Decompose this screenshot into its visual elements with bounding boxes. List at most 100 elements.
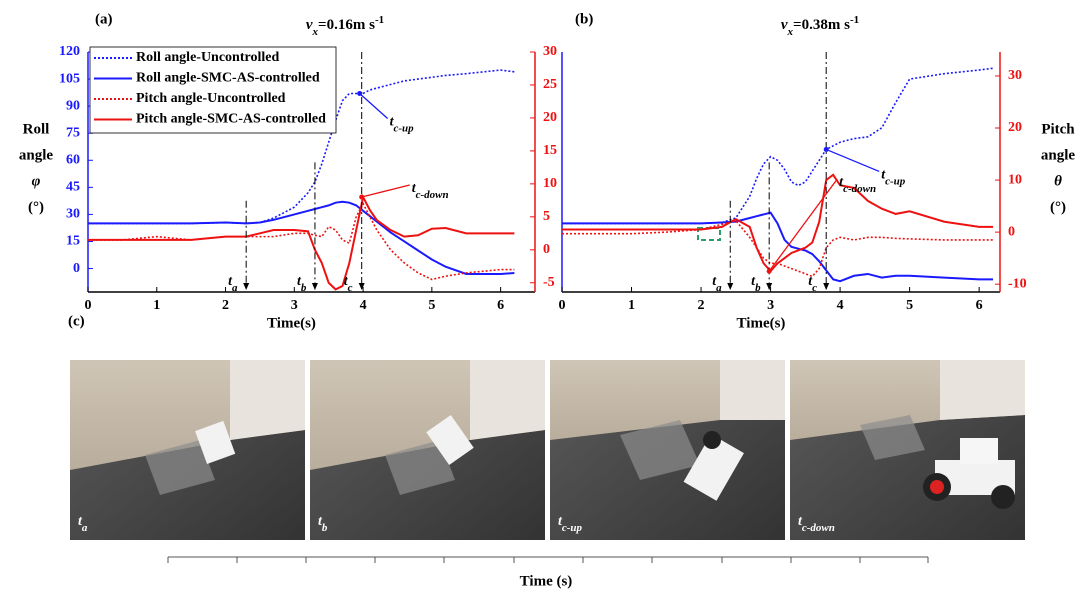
y-axis-label: Roll bbox=[23, 121, 50, 137]
title-var: v bbox=[781, 17, 788, 33]
y-tick-label: 105 bbox=[59, 71, 80, 86]
photo-label-main: t bbox=[798, 514, 803, 529]
x-tick-label: 2 bbox=[222, 298, 229, 313]
event-label-main: t bbox=[297, 274, 302, 289]
x-tick-label: 4 bbox=[837, 298, 844, 313]
callout-label-main: t bbox=[390, 115, 395, 130]
event-label: ta bbox=[712, 274, 722, 293]
title-text: =0.38m s bbox=[793, 17, 850, 33]
event-label: ta bbox=[228, 274, 238, 293]
y2-tick-label: 30 bbox=[543, 44, 557, 59]
x-tick-label: 6 bbox=[497, 298, 504, 313]
callout-label-main: t bbox=[881, 168, 886, 183]
series-line bbox=[562, 173, 994, 273]
callout-label: tc-up bbox=[881, 168, 906, 187]
x-tick-label: 1 bbox=[628, 298, 635, 313]
title-sup: -1 bbox=[375, 14, 384, 26]
y2-tick-label: 10 bbox=[1008, 172, 1022, 187]
x-tick-label: 5 bbox=[428, 298, 435, 313]
callout-label-main: t bbox=[839, 175, 844, 190]
event-arrow bbox=[823, 283, 830, 290]
callout-arrow bbox=[361, 184, 410, 198]
photo-label: tc-down bbox=[798, 514, 835, 533]
series-line bbox=[88, 69, 515, 225]
event-label: tb bbox=[297, 274, 307, 293]
series-line bbox=[88, 194, 515, 291]
title-sup: -1 bbox=[850, 14, 859, 26]
photo-label: tc-up bbox=[558, 514, 583, 533]
y2-tick-label: 25 bbox=[543, 77, 557, 92]
y2-tick-label: 5 bbox=[543, 209, 550, 224]
callout-head bbox=[357, 91, 363, 97]
y-tick-label: 60 bbox=[66, 152, 80, 167]
event-arrow bbox=[727, 283, 734, 290]
event-label: tc bbox=[344, 274, 353, 293]
callout-arrow bbox=[768, 178, 838, 272]
panel-label: (b) bbox=[575, 11, 593, 27]
x-tick-label: 6 bbox=[976, 298, 983, 313]
photo-label-sub: a bbox=[82, 522, 88, 534]
legend-label: Pitch angle-Uncontrolled bbox=[136, 91, 286, 106]
callout-label: tc-down bbox=[839, 175, 876, 194]
callout-label-sub: c-up bbox=[885, 175, 906, 187]
photo bbox=[790, 360, 1025, 540]
series-line bbox=[562, 211, 994, 283]
photos bbox=[70, 360, 1025, 540]
event-label-sub: c bbox=[348, 282, 353, 294]
event-label-main: t bbox=[712, 274, 717, 289]
x-tick-label: 0 bbox=[559, 298, 566, 313]
photo-label: tb bbox=[318, 514, 328, 533]
y2-tick-label: 10 bbox=[543, 176, 557, 191]
y-tick-label: 45 bbox=[66, 180, 80, 195]
photo-label-sub: c-down bbox=[802, 522, 835, 534]
photo-label-sub: c-up bbox=[562, 522, 583, 534]
photo bbox=[310, 360, 545, 540]
callout-label: tc-up bbox=[390, 115, 415, 134]
title-sub: x bbox=[787, 26, 794, 38]
legend-label: Roll angle-Uncontrolled bbox=[136, 50, 279, 65]
photo-label-sub: b bbox=[322, 522, 328, 534]
y-axis-label: angle bbox=[19, 147, 54, 163]
y2-axis-label: θ bbox=[1054, 173, 1062, 189]
x-tick-label: 1 bbox=[153, 298, 160, 313]
callout-arrow bbox=[825, 148, 880, 173]
legend-label: Pitch angle-SMC-AS-controlled bbox=[136, 112, 326, 127]
chart-title: vx=0.38m s-1 bbox=[781, 14, 859, 38]
callout-label: tc-down bbox=[412, 181, 449, 200]
event-label: tb bbox=[751, 274, 761, 293]
y2-axis-label: Pitch bbox=[1041, 121, 1075, 137]
event-label-sub: a bbox=[716, 282, 722, 294]
y-tick-label: 120 bbox=[59, 44, 80, 59]
event-label-sub: b bbox=[755, 282, 761, 294]
x-tick-label: 3 bbox=[767, 298, 774, 313]
y2-tick-label: 15 bbox=[543, 143, 557, 158]
y2-tick-label: -5 bbox=[543, 275, 555, 290]
callout-label-main: t bbox=[412, 181, 417, 196]
x-tick-label: 0 bbox=[85, 298, 92, 313]
x-axis-label: Time(s) bbox=[737, 315, 786, 331]
callout-arrow bbox=[359, 93, 389, 119]
y2-tick-label: 0 bbox=[1008, 224, 1015, 239]
event-label-main: t bbox=[228, 274, 233, 289]
event-arrow bbox=[358, 283, 365, 290]
event-label-main: t bbox=[751, 274, 756, 289]
event-label-sub: a bbox=[232, 282, 238, 294]
y-axis-label: (°) bbox=[28, 199, 44, 215]
photo bbox=[70, 360, 305, 540]
legend-label: Roll angle-SMC-AS-controlled bbox=[136, 71, 320, 86]
x-tick-label: 3 bbox=[291, 298, 298, 313]
x-tick-label: 5 bbox=[906, 298, 913, 313]
series-line bbox=[88, 200, 515, 275]
event-arrow bbox=[243, 283, 250, 290]
y2-tick-label: 20 bbox=[543, 110, 557, 125]
y2-tick-label: 30 bbox=[1008, 68, 1022, 83]
y2-tick-label: -10 bbox=[1008, 276, 1027, 291]
title-text: =0.16m s bbox=[318, 17, 375, 33]
chart-title: vx=0.16m s-1 bbox=[306, 14, 384, 38]
y-tick-label: 30 bbox=[66, 207, 80, 222]
photo-label-main: t bbox=[78, 514, 83, 529]
x-tick-label: 4 bbox=[360, 298, 367, 313]
photo bbox=[550, 360, 785, 540]
callout-head bbox=[823, 146, 829, 152]
